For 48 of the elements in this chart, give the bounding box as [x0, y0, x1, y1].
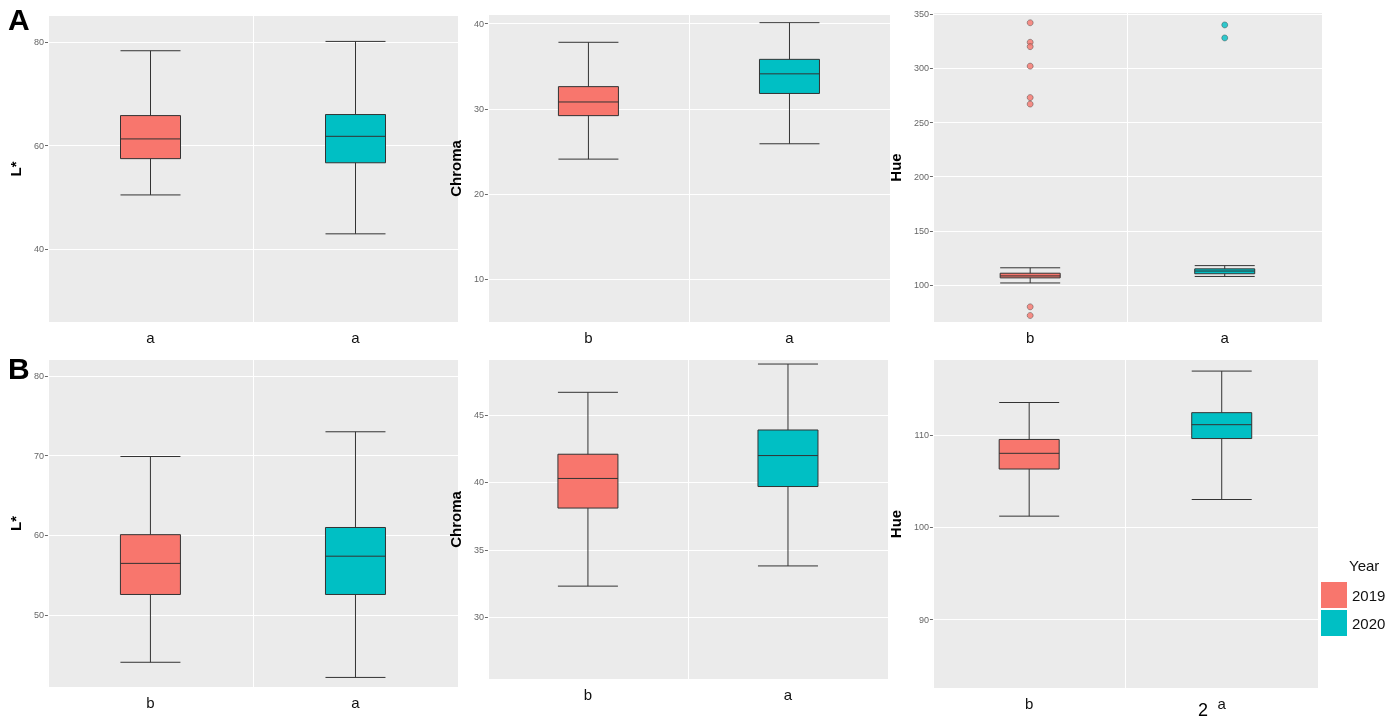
x-tick-label: a	[785, 329, 795, 346]
y-tick-label: 80	[33, 36, 44, 47]
y-tick-label: 35	[473, 544, 484, 555]
y-tick-label: 80	[33, 370, 44, 381]
x-tick-label: a	[1220, 329, 1230, 346]
y-tick-label: 20	[473, 189, 484, 200]
y-axis-title: Chroma	[447, 490, 464, 548]
y-tick-label: 300	[913, 63, 929, 74]
x-tick-label: b	[583, 686, 593, 703]
y-tick-label: 10	[473, 274, 484, 285]
x-tick-label: b	[146, 694, 155, 711]
x-tick-label: b	[1026, 329, 1035, 346]
y-tick-label: 45	[473, 410, 484, 421]
legend-title: Year	[1349, 557, 1380, 574]
text: B	[8, 351, 30, 385]
x-tick-label: a	[146, 329, 156, 346]
x-tick-label: a	[351, 329, 361, 346]
y-tick-label: 100	[913, 522, 929, 533]
y-tick-label: 110	[914, 429, 929, 440]
y-tick-label: 30	[473, 103, 484, 114]
x-tick-label: a	[1217, 695, 1227, 712]
text: 2	[1198, 700, 1209, 720]
y-tick-label: 350	[913, 9, 929, 20]
legend-label: 2020	[1352, 614, 1386, 632]
x-tick-label: b	[584, 329, 593, 346]
y-tick-label: 40	[473, 477, 484, 488]
x-tick-label: a	[351, 694, 361, 711]
y-tick-label: 70	[33, 450, 44, 461]
text: A	[8, 2, 30, 36]
y-tick-label: 60	[33, 530, 44, 541]
y-tick-label: 200	[913, 171, 929, 182]
y-tick-label: 150	[913, 225, 929, 236]
y-tick-label: 40	[33, 244, 44, 255]
y-tick-label: 100	[913, 280, 929, 291]
y-tick-label: 50	[33, 610, 44, 621]
y-tick-label: 60	[33, 140, 44, 151]
y-tick-label: 90	[918, 614, 929, 625]
legend-label: 2019	[1352, 586, 1386, 604]
y-tick-label: 250	[913, 117, 929, 128]
x-tick-label: a	[783, 686, 793, 703]
y-tick-label: 30	[473, 612, 484, 623]
y-axis-title: L*	[7, 515, 24, 531]
y-axis-title: Hue	[887, 153, 904, 182]
y-tick-label: 40	[473, 18, 484, 29]
x-tick-label: b	[1025, 695, 1034, 712]
y-axis-title: L*	[7, 161, 25, 177]
y-axis-title: Hue	[887, 509, 904, 539]
y-axis-title: Chroma	[447, 139, 464, 197]
